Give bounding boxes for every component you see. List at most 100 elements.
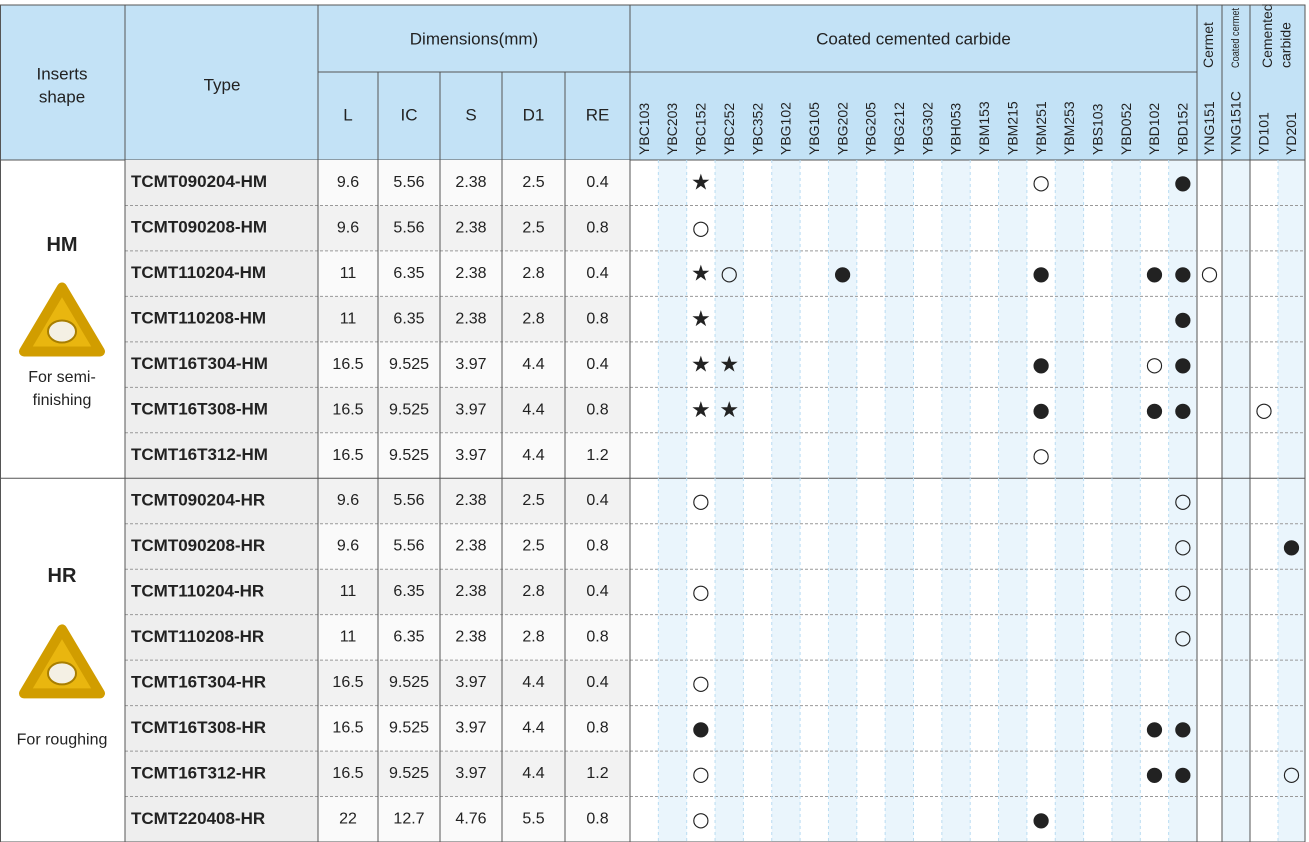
type-text: TCMT16T312-HR [131,763,266,782]
dim-text: 9.6 [337,538,359,555]
dim-text: 5.5 [522,810,544,827]
dim-text: 0.4 [586,583,608,600]
grade-label: YBC152 [693,103,709,155]
dim-text: 6.35 [393,265,424,282]
dim-text: 0.8 [586,219,608,236]
dim-text: 1.2 [586,765,608,782]
dims-cell [318,387,630,433]
type-text: TCMT090204-HM [131,172,267,191]
group-label: carbide [1277,22,1293,68]
type-text: TCMT16T304-HR [131,672,266,691]
grade-mark: ○ [1201,261,1218,285]
dim-text: 2.8 [522,310,544,327]
grade-mark: ★ [719,353,739,378]
grade-label: YBC203 [664,103,680,155]
dim-text: 2.38 [455,219,486,236]
dim-text: 2.38 [455,492,486,509]
grade-mark: ● [1174,170,1191,194]
dim-text: 6.35 [393,583,424,600]
grade-mark: ○ [692,489,709,513]
dim-text: 5.56 [393,492,424,509]
column-stripe [1278,160,1305,842]
grade-mark: ○ [1255,398,1272,422]
dim-text: 2.38 [455,629,486,646]
type-text: TCMT110208-HM [131,309,266,328]
dim-text: 0.8 [586,401,608,418]
grade-mark: ● [1174,261,1191,285]
grade-mark: ★ [691,171,711,196]
grade-label: YNG151C [1228,91,1244,155]
dims-cell [318,432,630,479]
grade-mark: ○ [692,761,709,785]
block-code: HM [46,234,77,256]
column-stripe [1055,160,1084,842]
dim-text: 22 [339,810,357,827]
dim-text: 16.5 [332,720,363,737]
grade-label: YBD052 [1118,103,1134,155]
grade-mark: ○ [1146,352,1163,376]
grade-mark: ● [1174,398,1191,422]
grade-mark: ● [1032,352,1049,376]
dim-text: 9.6 [337,174,359,191]
dims-cell [318,205,630,251]
dim-text: 16.5 [332,356,363,373]
dims-cell [318,660,630,706]
grade-label: YBC103 [636,103,652,155]
header-label: Type [204,75,241,94]
block-note: For roughing [17,731,108,748]
grade-label: YBG302 [919,102,935,155]
grade-mark: ○ [720,261,737,285]
column-stripe [1111,160,1141,842]
type-text: TCMT16T308-HR [131,718,266,737]
dim-text: 3.97 [455,447,486,464]
column-stripe [941,160,971,842]
dims-cell [318,523,630,570]
dim-text: 2.38 [455,310,486,327]
dims-cell [318,705,630,752]
dim-text: 11 [340,629,357,646]
dim-text: 2.8 [522,583,544,600]
grade-label: YBM153 [976,101,992,155]
insert-hole [47,661,77,686]
type-text: TCMT16T312-HM [131,445,268,464]
dim-text: 0.8 [586,629,608,646]
dims-cell [318,614,630,661]
dim-text: 9.525 [389,720,429,737]
column-stripe [715,160,744,842]
type-text: TCMT090208-HR [131,536,265,555]
dims-cell [318,569,630,615]
type-cell [125,205,318,251]
group-label: Cemented [1259,3,1275,68]
grade-label: YBD102 [1146,103,1162,155]
grade-mark: ● [1146,261,1163,285]
grade-label: YBG102 [778,102,794,155]
grade-mark: ● [1032,261,1049,285]
header-label: Dimensions(mm) [410,29,538,48]
type-text: TCMT110208-HR [131,627,264,646]
type-cell [125,250,318,297]
grade-mark: ● [1146,716,1163,740]
grade-label: YBM253 [1061,101,1077,155]
dim-text: 3.97 [455,720,486,737]
group-label: Coated cermet [1230,8,1242,68]
dim-text: 2.8 [522,265,544,282]
type-cell [125,432,318,479]
dim-text: 5.56 [393,174,424,191]
header-bg [0,5,1305,160]
type-text: TCMT220408-HR [131,809,265,828]
type-cell [125,705,318,752]
dim-text: 0.4 [586,674,608,691]
grade-mark: ● [1174,716,1191,740]
dim-text: 4.4 [522,447,544,464]
dim-text: 16.5 [332,765,363,782]
dim-text: 11 [340,583,357,600]
header-label: S [465,105,476,124]
type-text: TCMT16T304-HM [131,354,268,373]
table-border [0,4,1306,842]
grade-label: YBD152 [1175,103,1191,155]
grade-label: YBG212 [891,102,907,155]
dim-text: 2.5 [522,492,544,509]
grade-mark: ● [1146,398,1163,422]
grade-mark: ● [692,716,709,740]
